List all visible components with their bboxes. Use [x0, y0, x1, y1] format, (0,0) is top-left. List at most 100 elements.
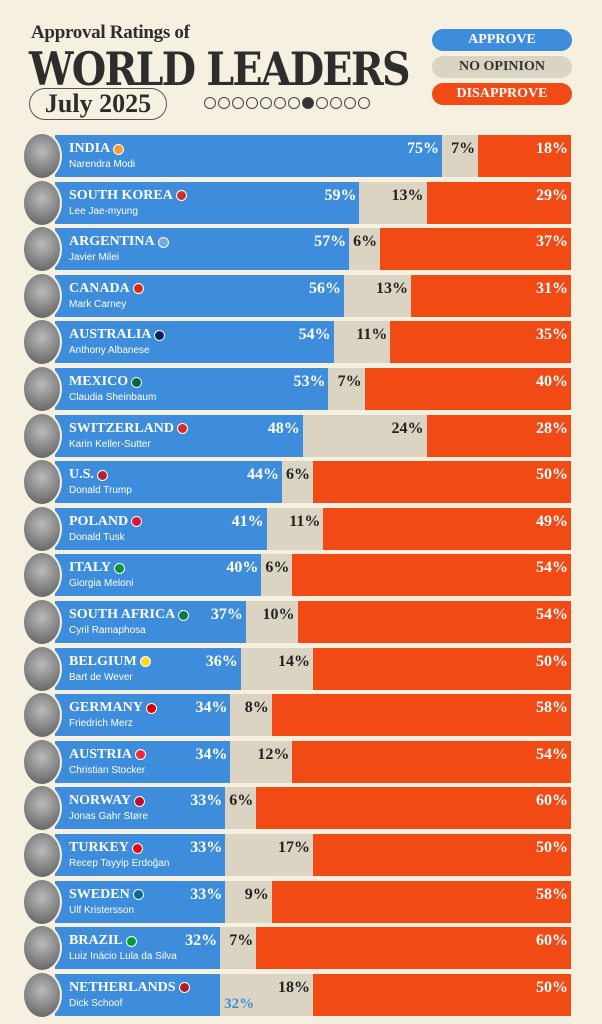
- approve-label: 57%: [314, 233, 347, 251]
- no-opinion-label: 10%: [262, 606, 295, 623]
- approve-label: 36%: [205, 652, 238, 670]
- leader-avatar: [22, 598, 62, 646]
- disapprove-label: 50%: [536, 978, 568, 996]
- no-opinion-label: 7%: [451, 140, 476, 157]
- flag-icon: [131, 842, 143, 854]
- leader-name: Dick Schoof: [69, 997, 123, 1009]
- bar-disapprove: [313, 973, 571, 1016]
- no-opinion-label: 11%: [356, 326, 388, 344]
- approve-label: 33%: [190, 839, 223, 856]
- bar-disapprove: [256, 787, 571, 830]
- bar-row: BRAZIL Luiz Inácio Lula da Silva 32% 7% …: [0, 924, 602, 973]
- approve-label: 37%: [210, 606, 243, 623]
- bar-row: NORWAY Jonas Gahr Støre 33% 6% 60%: [0, 784, 602, 833]
- legend-disapprove: DISAPPROVE: [432, 83, 572, 105]
- approve-label: 34%: [195, 745, 228, 763]
- page-dot: [330, 97, 342, 109]
- page-dot: [274, 97, 286, 109]
- flag-icon: [132, 889, 144, 901]
- no-opinion-label: 17%: [278, 839, 310, 856]
- leader-name: Bart de Wever: [69, 671, 133, 683]
- bar-no-opinion: [240, 647, 313, 690]
- no-opinion-label: 24%: [391, 419, 424, 437]
- leader-name: Ulf Kristersson: [69, 904, 135, 916]
- bar-row: SOUTH KOREA Lee Jae-myung 59% 13% 29%: [0, 178, 602, 227]
- bar-approve: [55, 368, 329, 410]
- leader-name: Luiz Inácio Lula da Silva: [69, 951, 177, 963]
- disapprove-label: 54%: [536, 745, 568, 763]
- country-name: AUSTRIA: [69, 746, 133, 762]
- bar-row: POLAND Donald Tusk 41% 11% 49%: [0, 504, 602, 553]
- approve-label: 32%: [185, 932, 218, 950]
- page-dot: [246, 97, 258, 109]
- leader-avatar: [22, 970, 62, 1019]
- bar-disapprove: [297, 601, 571, 643]
- page-dot: [288, 97, 300, 109]
- page-dot: [204, 97, 216, 109]
- bar-disapprove: [313, 461, 571, 504]
- page-dot: [260, 97, 272, 109]
- leader-avatar: [22, 271, 62, 320]
- bar-no-opinion: [349, 228, 381, 271]
- legend-no-opinion: NO OPINION: [432, 56, 572, 78]
- bar-row: ITALY Giorgia Meloni 40% 6% 54%: [0, 551, 602, 600]
- no-opinion-label: 6%: [286, 466, 310, 484]
- bar-row: GERMANY Friedrich Merz 34% 8% 58%: [0, 691, 602, 740]
- country-name: GERMANY: [69, 700, 143, 716]
- disapprove-label: 29%: [536, 186, 568, 204]
- leader-name: Anthony Albanese: [69, 345, 150, 357]
- leader-avatar: [22, 644, 62, 693]
- bar-approve: [55, 973, 221, 1016]
- flag-icon: [132, 283, 144, 295]
- bar-disapprove: [256, 927, 571, 970]
- leader-name: Jonas Gahr Støre: [69, 811, 148, 823]
- disapprove-label: 54%: [536, 606, 568, 623]
- page-dot: [302, 97, 314, 109]
- leader-avatar: [22, 132, 62, 180]
- bar-no-opinion: [442, 135, 479, 177]
- disapprove-label: 58%: [536, 699, 568, 717]
- bar-row: SWITZERLAND Karin Keller-Sutter 48% 24% …: [0, 411, 602, 460]
- bar-approve: [55, 228, 350, 271]
- bar-approve: [55, 601, 246, 643]
- disapprove-label: 37%: [536, 233, 568, 251]
- leader-avatar: [22, 225, 62, 274]
- country-name: BELGIUM: [69, 653, 137, 669]
- leader-avatar: [22, 877, 62, 926]
- bar-approve: [55, 414, 303, 457]
- leader-name: Mark Carney: [69, 298, 127, 310]
- flag-icon: [157, 236, 169, 248]
- bar-row: MEXICO Claudia Sheinbaum 53% 7% 40%: [0, 365, 602, 413]
- bar-disapprove: [426, 181, 571, 224]
- disapprove-label: 18%: [536, 140, 568, 157]
- disapprove-label: 60%: [536, 792, 568, 810]
- page-dot: [316, 97, 328, 109]
- approve-label: 53%: [293, 373, 326, 390]
- leader-avatar: [22, 458, 62, 507]
- leader-avatar: [22, 365, 62, 413]
- flag-icon: [177, 423, 189, 435]
- country-name: CANADA: [69, 280, 130, 296]
- page-dot: [358, 97, 370, 109]
- approve-label: 33%: [190, 792, 223, 810]
- bar-disapprove: [390, 321, 571, 364]
- bar-row: INDIA Narendra Modi 75% 7% 18%: [0, 132, 602, 180]
- flag-icon: [135, 749, 147, 761]
- bar-approve: [55, 740, 231, 783]
- no-opinion-label: 9%: [244, 885, 269, 903]
- bar-row: AUSTRIA Christian Stocker 34% 12% 54%: [0, 737, 602, 786]
- approve-label: 59%: [324, 186, 357, 204]
- disapprove-label: 60%: [536, 932, 568, 950]
- bar-approve: [55, 694, 231, 737]
- disapprove-label: 50%: [536, 652, 568, 670]
- leader-avatar: [22, 831, 62, 879]
- no-opinion-label: 7%: [337, 373, 362, 390]
- bar-row: U.S. Donald Trump 44% 6% 50%: [0, 458, 602, 507]
- bar-disapprove: [380, 228, 571, 271]
- page-title: WORLD LEADERS: [29, 42, 411, 96]
- flag-icon: [145, 702, 157, 714]
- country-name: SWEDEN: [69, 886, 130, 902]
- approve-label: 32%: [224, 995, 255, 1012]
- no-opinion-label: 6%: [265, 559, 290, 577]
- bar-disapprove: [292, 740, 571, 783]
